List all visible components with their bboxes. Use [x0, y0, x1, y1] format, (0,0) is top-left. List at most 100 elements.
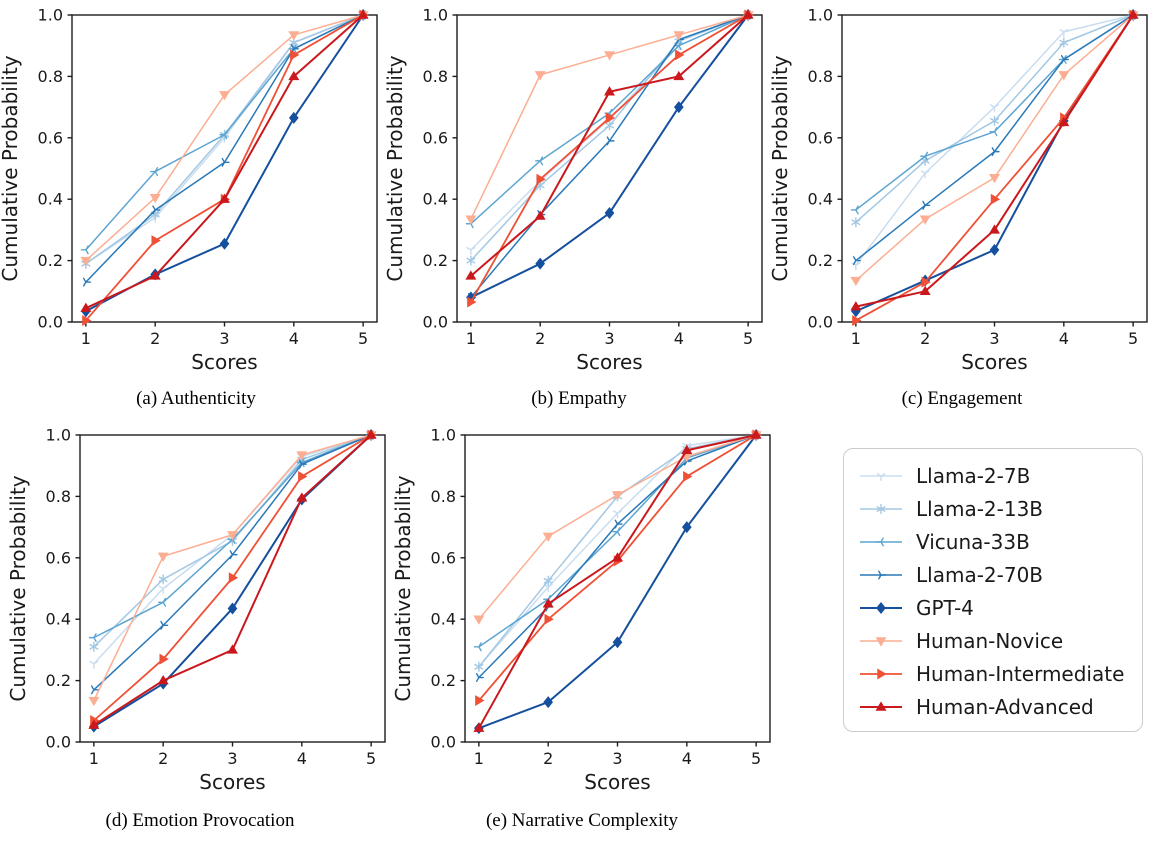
marker-tri-right-filled	[536, 173, 546, 185]
marker-tri-up-filled	[542, 598, 554, 608]
x-tick-label: 4	[1059, 329, 1069, 348]
plot-border	[79, 434, 386, 743]
x-tick-label: 1	[466, 329, 476, 348]
marker-tri-up-filled	[875, 700, 887, 711]
y-tick-label: 0.6	[38, 128, 63, 147]
marker-tri-up-filled	[1058, 116, 1070, 127]
series-line-GPT-4	[855, 14, 1134, 313]
x-tick-label: 4	[674, 329, 684, 348]
legend-item-llama-2-13b: Llama-2-13B	[858, 492, 1142, 525]
marker-tri-up-filled	[1127, 9, 1139, 19]
marker-tri-down-filled	[88, 696, 100, 707]
marker-tri-down-filled	[919, 215, 931, 225]
chart-authenticity-canvas: 1 2 3 4 5 0.0 0.2 0.4 0.6 0.8 1.0 Scores Cumulative …	[0, 6, 378, 374]
marker-tri-down-filled	[604, 51, 615, 61]
y-tick-label: 0.6	[431, 548, 456, 567]
x-axis-label: Scores	[584, 770, 650, 794]
series-line-Llama-2-7B	[478, 434, 757, 668]
y-tick-label: 0.0	[423, 313, 448, 332]
legend-label: Llama-2-13B	[916, 496, 1044, 521]
marker-diamond-filled	[227, 602, 238, 615]
caption-authenticity: (a) Authenticity	[136, 388, 256, 409]
marker-tri-right-open	[852, 256, 861, 266]
y-tick-label: 0.6	[46, 548, 71, 567]
marker-tri-right-filled	[467, 296, 477, 308]
marker-tri-down-open	[990, 104, 999, 113]
legend-label: Human-Advanced	[916, 694, 1094, 719]
marker-tri-left-open	[920, 151, 929, 161]
marker-tri-right-open	[152, 205, 161, 215]
marker-tri-right-filled	[151, 235, 161, 247]
y-axis-label: Cumulative Probability	[8, 475, 30, 701]
marker-tri-up-filled	[227, 644, 238, 654]
legend-item-llama-2-70b: Llama-2-70B	[858, 558, 1142, 591]
marker-tri-right-filled	[921, 276, 931, 288]
marker-tri-up-filled	[149, 270, 161, 280]
legend-item-human-novice: Human-Novice	[858, 624, 1142, 657]
marker-tri-up-filled	[604, 86, 615, 96]
marker-tri-down-filled	[296, 451, 308, 461]
marker-asterisk	[543, 575, 553, 586]
x-tick-label: 5	[743, 329, 753, 348]
x-tick-label: 1	[474, 749, 484, 768]
marker-tri-left-open	[989, 127, 998, 137]
y-tick-label: 0.8	[423, 67, 448, 86]
chart-engagement: 1 2 3 4 5 0.0 0.2 0.4 0.6 0.8 1.0 Scores Cumulative …	[768, 0, 1150, 380]
marker-tri-down-open	[1059, 28, 1069, 37]
plot-border	[464, 434, 771, 743]
marker-tri-up-filled	[919, 285, 931, 295]
legend-marker-tri-down-open	[860, 472, 902, 481]
y-tick-label: 1.0	[46, 426, 71, 445]
marker-tri-right-filled	[990, 193, 1001, 205]
marker-tri-down-open	[613, 510, 622, 519]
y-tick-label: 0.2	[423, 251, 448, 270]
series-line-Human-Intermediate	[478, 434, 757, 702]
marker-tri-up-filled	[157, 675, 169, 685]
x-axis-label: Scores	[961, 350, 1027, 374]
x-tick-label: 1	[89, 749, 99, 768]
marker-tri-up-filled	[673, 70, 685, 81]
marker-tri-left-open	[158, 597, 167, 607]
marker-tri-left-open	[219, 130, 228, 140]
marker-diamond-filled	[681, 521, 692, 534]
chart-engagement-canvas: 1 2 3 4 5 0.0 0.2 0.4 0.6 0.8 1.0 Scores Cumulative …	[768, 6, 1148, 374]
marker-tri-right-filled	[544, 613, 554, 625]
y-tick-label: 0.2	[38, 251, 63, 270]
y-tick-label: 0.2	[431, 671, 456, 690]
marker-asterisk	[89, 641, 99, 652]
marker-asterisk	[158, 574, 168, 585]
y-tick-label: 0.2	[46, 671, 71, 690]
marker-tri-down-open	[89, 660, 99, 669]
marker-asterisk	[605, 120, 614, 131]
marker-tri-down-filled	[875, 636, 887, 647]
marker-diamond-filled	[612, 636, 623, 649]
marker-diamond-filled	[989, 243, 1000, 256]
x-tick-label: 2	[535, 329, 545, 348]
x-tick-label: 5	[1128, 329, 1138, 348]
chart-empathy-canvas: 1 2 3 4 5 0.0 0.2 0.4 0.6 0.8 1.0 Scores Cumulative …	[383, 6, 763, 374]
marker-tri-down-filled	[612, 491, 623, 501]
marker-tri-down-filled	[219, 91, 230, 101]
legend-marker-tri-up-filled	[860, 700, 902, 711]
marker-tri-right-open	[606, 136, 615, 146]
y-tick-label: 1.0	[38, 6, 63, 25]
x-tick-label: 3	[219, 329, 229, 348]
marker-tri-right-open	[614, 519, 623, 529]
marker-tri-up-filled	[288, 70, 300, 81]
y-tick-label: 0.4	[808, 190, 833, 209]
x-tick-label: 4	[682, 749, 692, 768]
marker-tri-left-open	[150, 167, 159, 177]
y-tick-label: 1.0	[423, 6, 448, 25]
legend-label: GPT-4	[916, 595, 974, 620]
y-tick-label: 0.4	[38, 190, 63, 209]
marker-tri-right-open	[475, 673, 484, 683]
y-tick-label: 0.8	[808, 67, 833, 86]
caption-empathy: (b) Empathy	[531, 388, 627, 409]
legend-marker-asterisk	[860, 503, 902, 514]
marker-tri-down-filled	[542, 532, 554, 542]
x-tick-label: 2	[920, 329, 930, 348]
y-tick-label: 0.6	[423, 128, 448, 147]
marker-tri-right-filled	[852, 314, 862, 326]
marker-diamond-filled	[876, 601, 886, 614]
marker-tri-right-open	[922, 200, 931, 210]
